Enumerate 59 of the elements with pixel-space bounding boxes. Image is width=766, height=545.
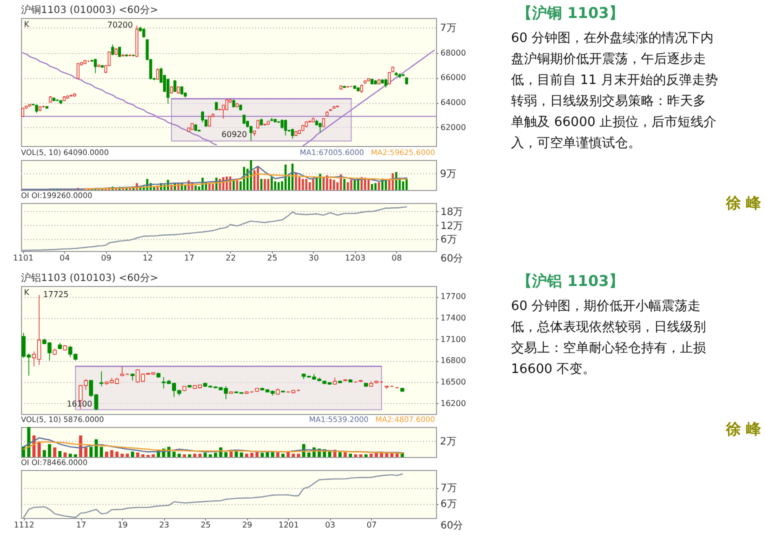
ref-line-label: 9万 (440, 168, 456, 180)
y-tick-label: 6万 (440, 234, 457, 246)
text: 转弱，日线级别交易策略：昨天多 (511, 93, 706, 109)
y-tick-label: 17400 (440, 314, 466, 322)
x-tick-label: 09 (101, 254, 112, 262)
annotation: K (24, 20, 30, 29)
text: 徐 峰 (724, 194, 762, 212)
y-tick-label: 17100 (440, 334, 466, 344)
text: 单触及 66000 止损位，后市短线介 (511, 115, 717, 130)
annotation: 17725 (43, 290, 69, 299)
text: 60 分钟图，在外盘续涨的情况下内 (511, 31, 714, 46)
x-tick-label: 08 (392, 254, 402, 262)
y-tick-label: 64000 (440, 98, 466, 108)
x-axis-title: 60分 (440, 520, 464, 532)
text: 【沪铝 1103】 (517, 272, 624, 290)
annotation: 60920 (222, 130, 247, 139)
annotation: 70200 (107, 20, 133, 30)
x-tick-label: 25 (267, 254, 278, 262)
x-tick-label: 03 (325, 520, 336, 530)
ref-line-label: 2万 (440, 436, 456, 448)
x-tick-label: 1201 (278, 520, 299, 530)
y-tick-label: 68000 (440, 48, 466, 58)
x-tick-label: 1112 (14, 520, 34, 530)
text: 16600 不变。 (511, 362, 596, 377)
x-tick-label: 07 (366, 520, 377, 530)
y-tick-label: 62000 (440, 122, 466, 132)
x-tick-label: 22 (226, 254, 236, 262)
y-tick-label: 16200 (440, 398, 466, 408)
text: 【沪铜 1103】 (517, 4, 624, 22)
x-tick-label: 1101 (13, 254, 34, 262)
y-tick-label: 7万 (440, 483, 457, 494)
annotation: K (24, 288, 30, 297)
y-tick-label: 17700 (440, 292, 466, 302)
text: 入，可空单谨慎试仓。 (511, 136, 641, 151)
x-tick-label: 19 (118, 520, 128, 530)
x-tick-label: 1203 (345, 254, 366, 262)
chart-title: 沪铝1103 (010103) <60分> (21, 272, 158, 284)
x-tick-label: 04 (60, 254, 70, 262)
y-tick-label: 16800 (440, 356, 466, 366)
text: 低，目前自 11 月末开始的反弹走势 (511, 73, 718, 88)
text: 盘沪铜期价低开震荡，午后逐步走 (511, 51, 706, 67)
x-tick-label: 12 (142, 254, 153, 262)
text: 徐 峰 (724, 420, 762, 438)
chart-title: 沪铜1103 (010003) <60分> (21, 4, 158, 16)
x-tick-label: 30 (308, 254, 319, 262)
text: 60 分钟图，期价低开小幅震荡走 (511, 299, 701, 314)
y-tick-label: 6万 (440, 499, 457, 510)
x-tick-label: 17 (184, 254, 194, 262)
x-tick-label: 23 (159, 520, 170, 530)
y-tick-label: 16500 (440, 378, 466, 386)
y-tick-label: 18万 (440, 206, 464, 218)
x-tick-label: 25 (200, 520, 211, 530)
y-tick-label: 12万 (440, 220, 464, 232)
text: 交易上：空单耐心轻仓持有，止损 (511, 340, 706, 356)
x-axis-title: 60分 (440, 252, 464, 264)
x-tick-label: 29 (242, 520, 252, 530)
x-tick-label: 17 (76, 520, 86, 530)
text: 低，总体表现依然较弱，日线级别 (511, 320, 706, 335)
y-tick-label: 66000 (440, 73, 466, 82)
